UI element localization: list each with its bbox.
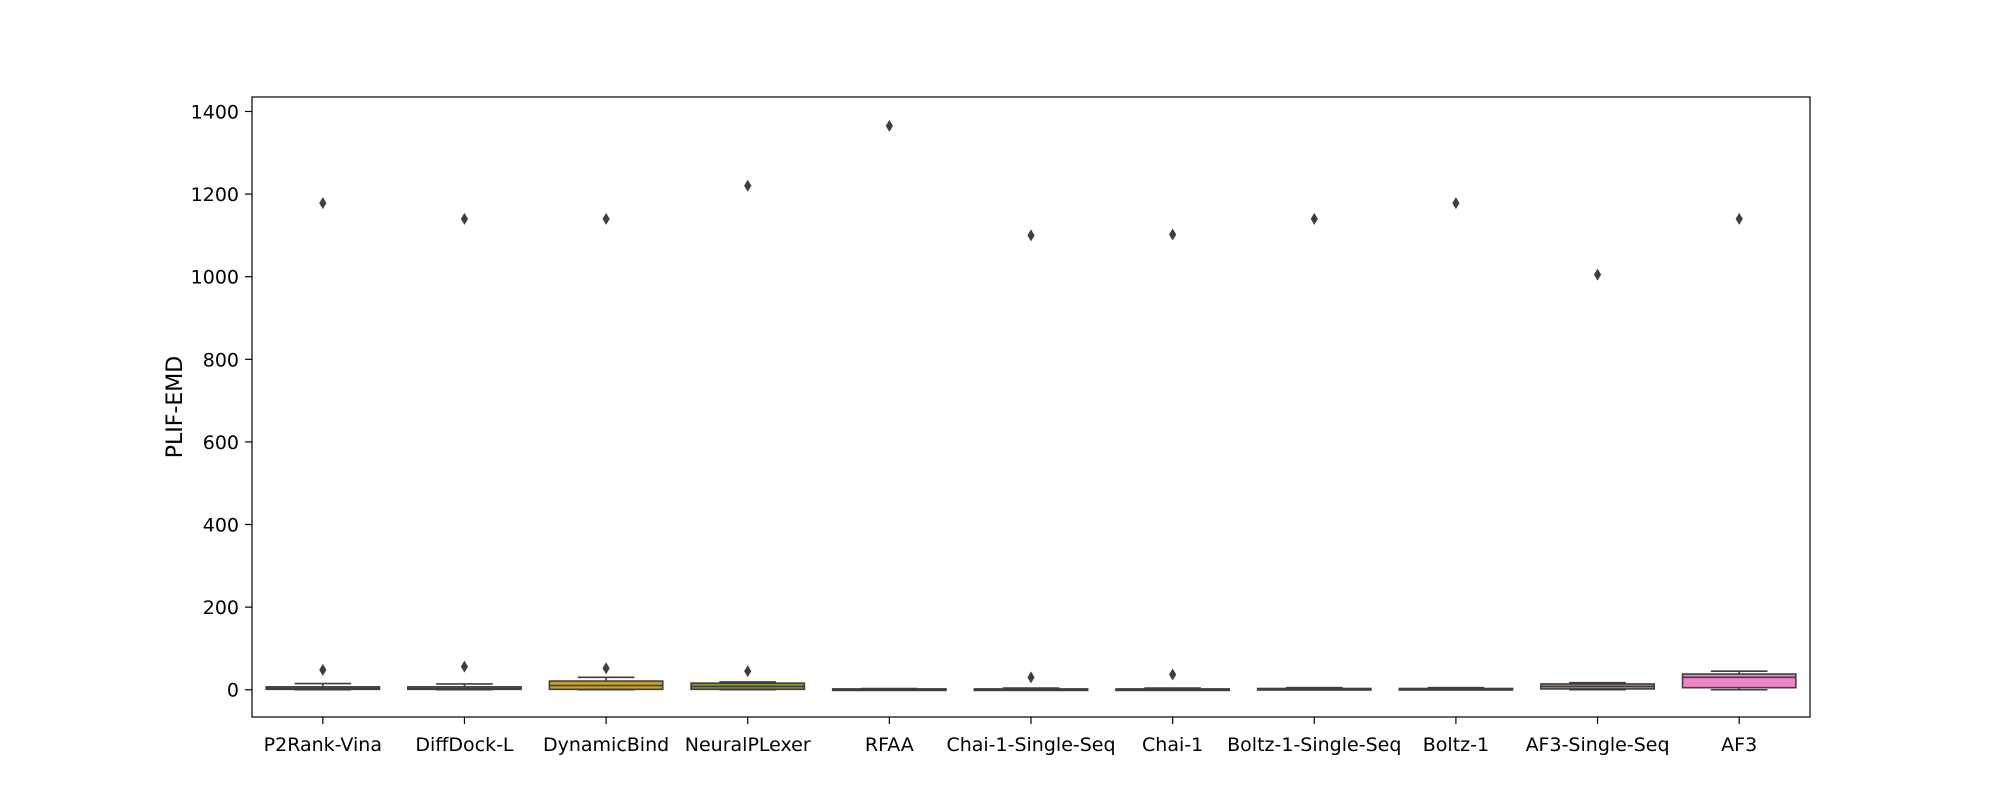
outlier-point — [602, 662, 610, 675]
box-rfaa — [831, 119, 947, 692]
y-tick-label: 1000 — [191, 267, 239, 289]
box-chai-1-single-seq — [973, 229, 1089, 692]
x-tick-label: AF3-Single-Seq — [1526, 734, 1670, 756]
outlier-point — [744, 179, 752, 192]
outlier-point — [319, 663, 327, 676]
box-boltz-1 — [1398, 197, 1514, 691]
x-tick-label: Chai-1 — [1142, 734, 1203, 756]
box-diffdock-l — [406, 212, 522, 691]
x-tick-label: RFAA — [865, 734, 914, 756]
y-axis: 0 200 400 600 800 1000 1200 1400 — [191, 101, 252, 702]
y-tick-label: 600 — [203, 432, 239, 454]
outlier-point — [1027, 671, 1035, 684]
outlier-point — [1027, 229, 1035, 242]
outlier-point — [602, 212, 610, 225]
plot-marks — [265, 119, 1797, 692]
box-af3-single-seq — [1540, 268, 1655, 691]
x-tick-label: NeuralPLexer — [685, 734, 811, 756]
x-tick-label: DynamicBind — [543, 734, 669, 756]
x-axis: P2Rank-Vina DiffDock-L DynamicBind NeuralPL… — [264, 717, 1757, 756]
outlier-point — [460, 212, 469, 225]
outlier-point — [319, 197, 327, 210]
y-tick-label: 0 — [227, 680, 239, 702]
x-tick-label: DiffDock-L — [415, 734, 514, 756]
x-tick-label: Boltz-1-Single-Seq — [1227, 734, 1401, 756]
outlier-point — [744, 665, 752, 678]
outlier-point — [1452, 197, 1460, 210]
outlier-point — [1593, 268, 1602, 281]
x-tick-label: AF3 — [1721, 734, 1757, 756]
box-chai-1 — [1115, 228, 1231, 692]
y-tick-label: 1400 — [191, 101, 239, 123]
box-boltz-1-single-seq — [1256, 212, 1372, 691]
y-axis-label: PLIF-EMD — [163, 356, 188, 458]
box-af3 — [1681, 212, 1797, 691]
y-tick-label: 400 — [203, 515, 239, 537]
plot-frame — [251, 96, 1811, 718]
box-p2rank-vina — [265, 197, 381, 691]
box-body — [1681, 673, 1797, 689]
outlier-point — [1310, 212, 1318, 225]
box-dynamicbind — [548, 212, 664, 691]
outlier-point — [885, 119, 893, 132]
y-tick-label: 1200 — [191, 184, 239, 206]
outlier-point — [1169, 668, 1177, 681]
x-tick-label: Chai-1-Single-Seq — [946, 734, 1115, 756]
y-tick-label: 200 — [203, 597, 239, 619]
x-tick-label: P2Rank-Vina — [264, 734, 382, 756]
outlier-point — [1735, 212, 1743, 225]
y-tick-label: 800 — [203, 349, 239, 371]
box-neuralplexer — [690, 179, 806, 691]
outlier-point — [460, 660, 469, 673]
x-tick-label: Boltz-1 — [1423, 734, 1489, 756]
outlier-point — [1169, 228, 1177, 241]
